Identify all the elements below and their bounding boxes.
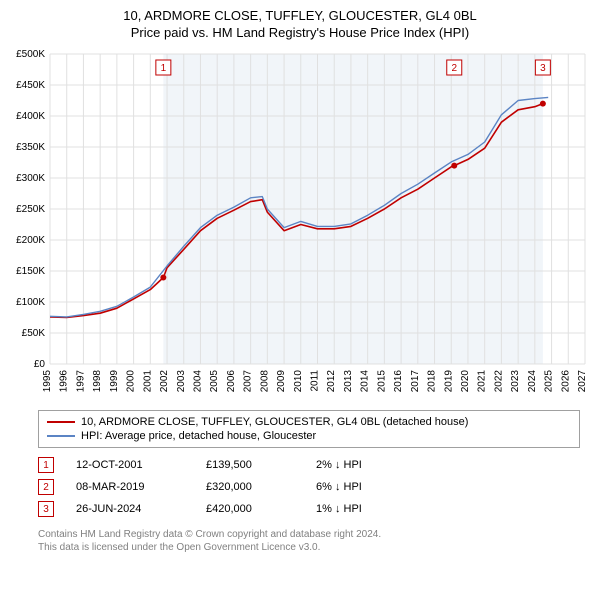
svg-text:2026: 2026 bbox=[560, 370, 571, 393]
svg-text:2019: 2019 bbox=[443, 370, 454, 393]
legend-item-hpi: HPI: Average price, detached house, Glou… bbox=[47, 429, 571, 443]
title-line-1: 10, ARDMORE CLOSE, TUFFLEY, GLOUCESTER, … bbox=[0, 8, 600, 23]
svg-text:2025: 2025 bbox=[544, 370, 555, 393]
svg-text:2014: 2014 bbox=[360, 370, 371, 393]
footer-line-1: Contains HM Land Registry data © Crown c… bbox=[38, 528, 580, 541]
transaction-price: £320,000 bbox=[206, 481, 316, 493]
legend: 10, ARDMORE CLOSE, TUFFLEY, GLOUCESTER, … bbox=[38, 410, 580, 448]
svg-text:2009: 2009 bbox=[276, 370, 287, 393]
svg-text:2007: 2007 bbox=[243, 370, 254, 393]
svg-text:£100K: £100K bbox=[16, 297, 45, 308]
svg-text:2008: 2008 bbox=[259, 370, 270, 393]
svg-text:£0: £0 bbox=[34, 359, 46, 370]
legend-label-hpi: HPI: Average price, detached house, Glou… bbox=[81, 430, 316, 442]
legend-item-property: 10, ARDMORE CLOSE, TUFFLEY, GLOUCESTER, … bbox=[47, 415, 571, 429]
transaction-date: 26-JUN-2024 bbox=[76, 503, 206, 515]
svg-text:£50K: £50K bbox=[22, 328, 46, 339]
transaction-marker-icon: 2 bbox=[38, 479, 54, 495]
svg-text:2005: 2005 bbox=[209, 370, 220, 393]
price-chart: £0 £50K £100K £150K £200K £250K £300K £350K £400… bbox=[0, 44, 600, 404]
svg-text:2015: 2015 bbox=[376, 370, 387, 393]
svg-text:2013: 2013 bbox=[343, 370, 354, 393]
svg-text:3: 3 bbox=[540, 63, 546, 74]
svg-text:1996: 1996 bbox=[59, 370, 70, 393]
transactions-table: 1 12-OCT-2001 £139,500 2% ↓ HPI 2 08-MAR… bbox=[38, 454, 580, 520]
svg-text:2001: 2001 bbox=[142, 370, 153, 393]
svg-text:2024: 2024 bbox=[527, 370, 538, 393]
attribution-footer: Contains HM Land Registry data © Crown c… bbox=[38, 528, 580, 554]
legend-label-property: 10, ARDMORE CLOSE, TUFFLEY, GLOUCESTER, … bbox=[81, 416, 468, 428]
svg-text:2021: 2021 bbox=[477, 370, 488, 393]
transaction-row: 2 08-MAR-2019 £320,000 6% ↓ HPI bbox=[38, 476, 580, 498]
svg-text:1998: 1998 bbox=[92, 370, 103, 393]
title-line-2: Price paid vs. HM Land Registry's House … bbox=[0, 25, 600, 40]
transaction-marker-icon: 1 bbox=[38, 457, 54, 473]
svg-text:2012: 2012 bbox=[326, 370, 337, 393]
svg-text:2023: 2023 bbox=[510, 370, 521, 393]
svg-text:2: 2 bbox=[451, 63, 457, 74]
svg-text:2011: 2011 bbox=[310, 370, 321, 392]
svg-text:2004: 2004 bbox=[192, 370, 203, 393]
svg-text:£150K: £150K bbox=[16, 266, 45, 277]
svg-text:£300K: £300K bbox=[16, 173, 45, 184]
svg-text:£450K: £450K bbox=[16, 80, 45, 91]
svg-text:£500K: £500K bbox=[16, 49, 45, 60]
transaction-diff: 6% ↓ HPI bbox=[316, 481, 426, 493]
svg-text:£350K: £350K bbox=[16, 142, 45, 153]
chart-title-block: 10, ARDMORE CLOSE, TUFFLEY, GLOUCESTER, … bbox=[0, 0, 600, 44]
transaction-date: 12-OCT-2001 bbox=[76, 459, 206, 471]
svg-text:1: 1 bbox=[161, 63, 167, 74]
transaction-diff: 2% ↓ HPI bbox=[316, 459, 426, 471]
transaction-price: £139,500 bbox=[206, 459, 316, 471]
svg-text:1995: 1995 bbox=[42, 370, 53, 393]
svg-text:1999: 1999 bbox=[109, 370, 120, 393]
svg-text:2027: 2027 bbox=[577, 370, 588, 393]
transaction-row: 1 12-OCT-2001 £139,500 2% ↓ HPI bbox=[38, 454, 580, 476]
svg-text:2002: 2002 bbox=[159, 370, 170, 393]
transaction-price: £420,000 bbox=[206, 503, 316, 515]
legend-swatch-hpi bbox=[47, 435, 75, 437]
svg-text:2010: 2010 bbox=[293, 370, 304, 393]
svg-text:£200K: £200K bbox=[16, 235, 45, 246]
chart-svg: £0 £50K £100K £150K £200K £250K £300K £350K £400… bbox=[0, 44, 600, 404]
transaction-diff: 1% ↓ HPI bbox=[316, 503, 426, 515]
transaction-date: 08-MAR-2019 bbox=[76, 481, 206, 493]
legend-swatch-property bbox=[47, 421, 75, 423]
svg-text:£250K: £250K bbox=[16, 204, 45, 215]
svg-text:2018: 2018 bbox=[427, 370, 438, 393]
svg-text:1997: 1997 bbox=[75, 370, 86, 393]
svg-text:2022: 2022 bbox=[493, 370, 504, 393]
svg-text:2006: 2006 bbox=[226, 370, 237, 393]
svg-text:2000: 2000 bbox=[126, 370, 137, 393]
footer-line-2: This data is licensed under the Open Gov… bbox=[38, 541, 580, 554]
svg-text:2003: 2003 bbox=[176, 370, 187, 393]
svg-text:2016: 2016 bbox=[393, 370, 404, 393]
svg-text:2017: 2017 bbox=[410, 370, 421, 393]
svg-text:2020: 2020 bbox=[460, 370, 471, 393]
transaction-marker-icon: 3 bbox=[38, 501, 54, 517]
svg-text:£400K: £400K bbox=[16, 111, 45, 122]
transaction-row: 3 26-JUN-2024 £420,000 1% ↓ HPI bbox=[38, 498, 580, 520]
